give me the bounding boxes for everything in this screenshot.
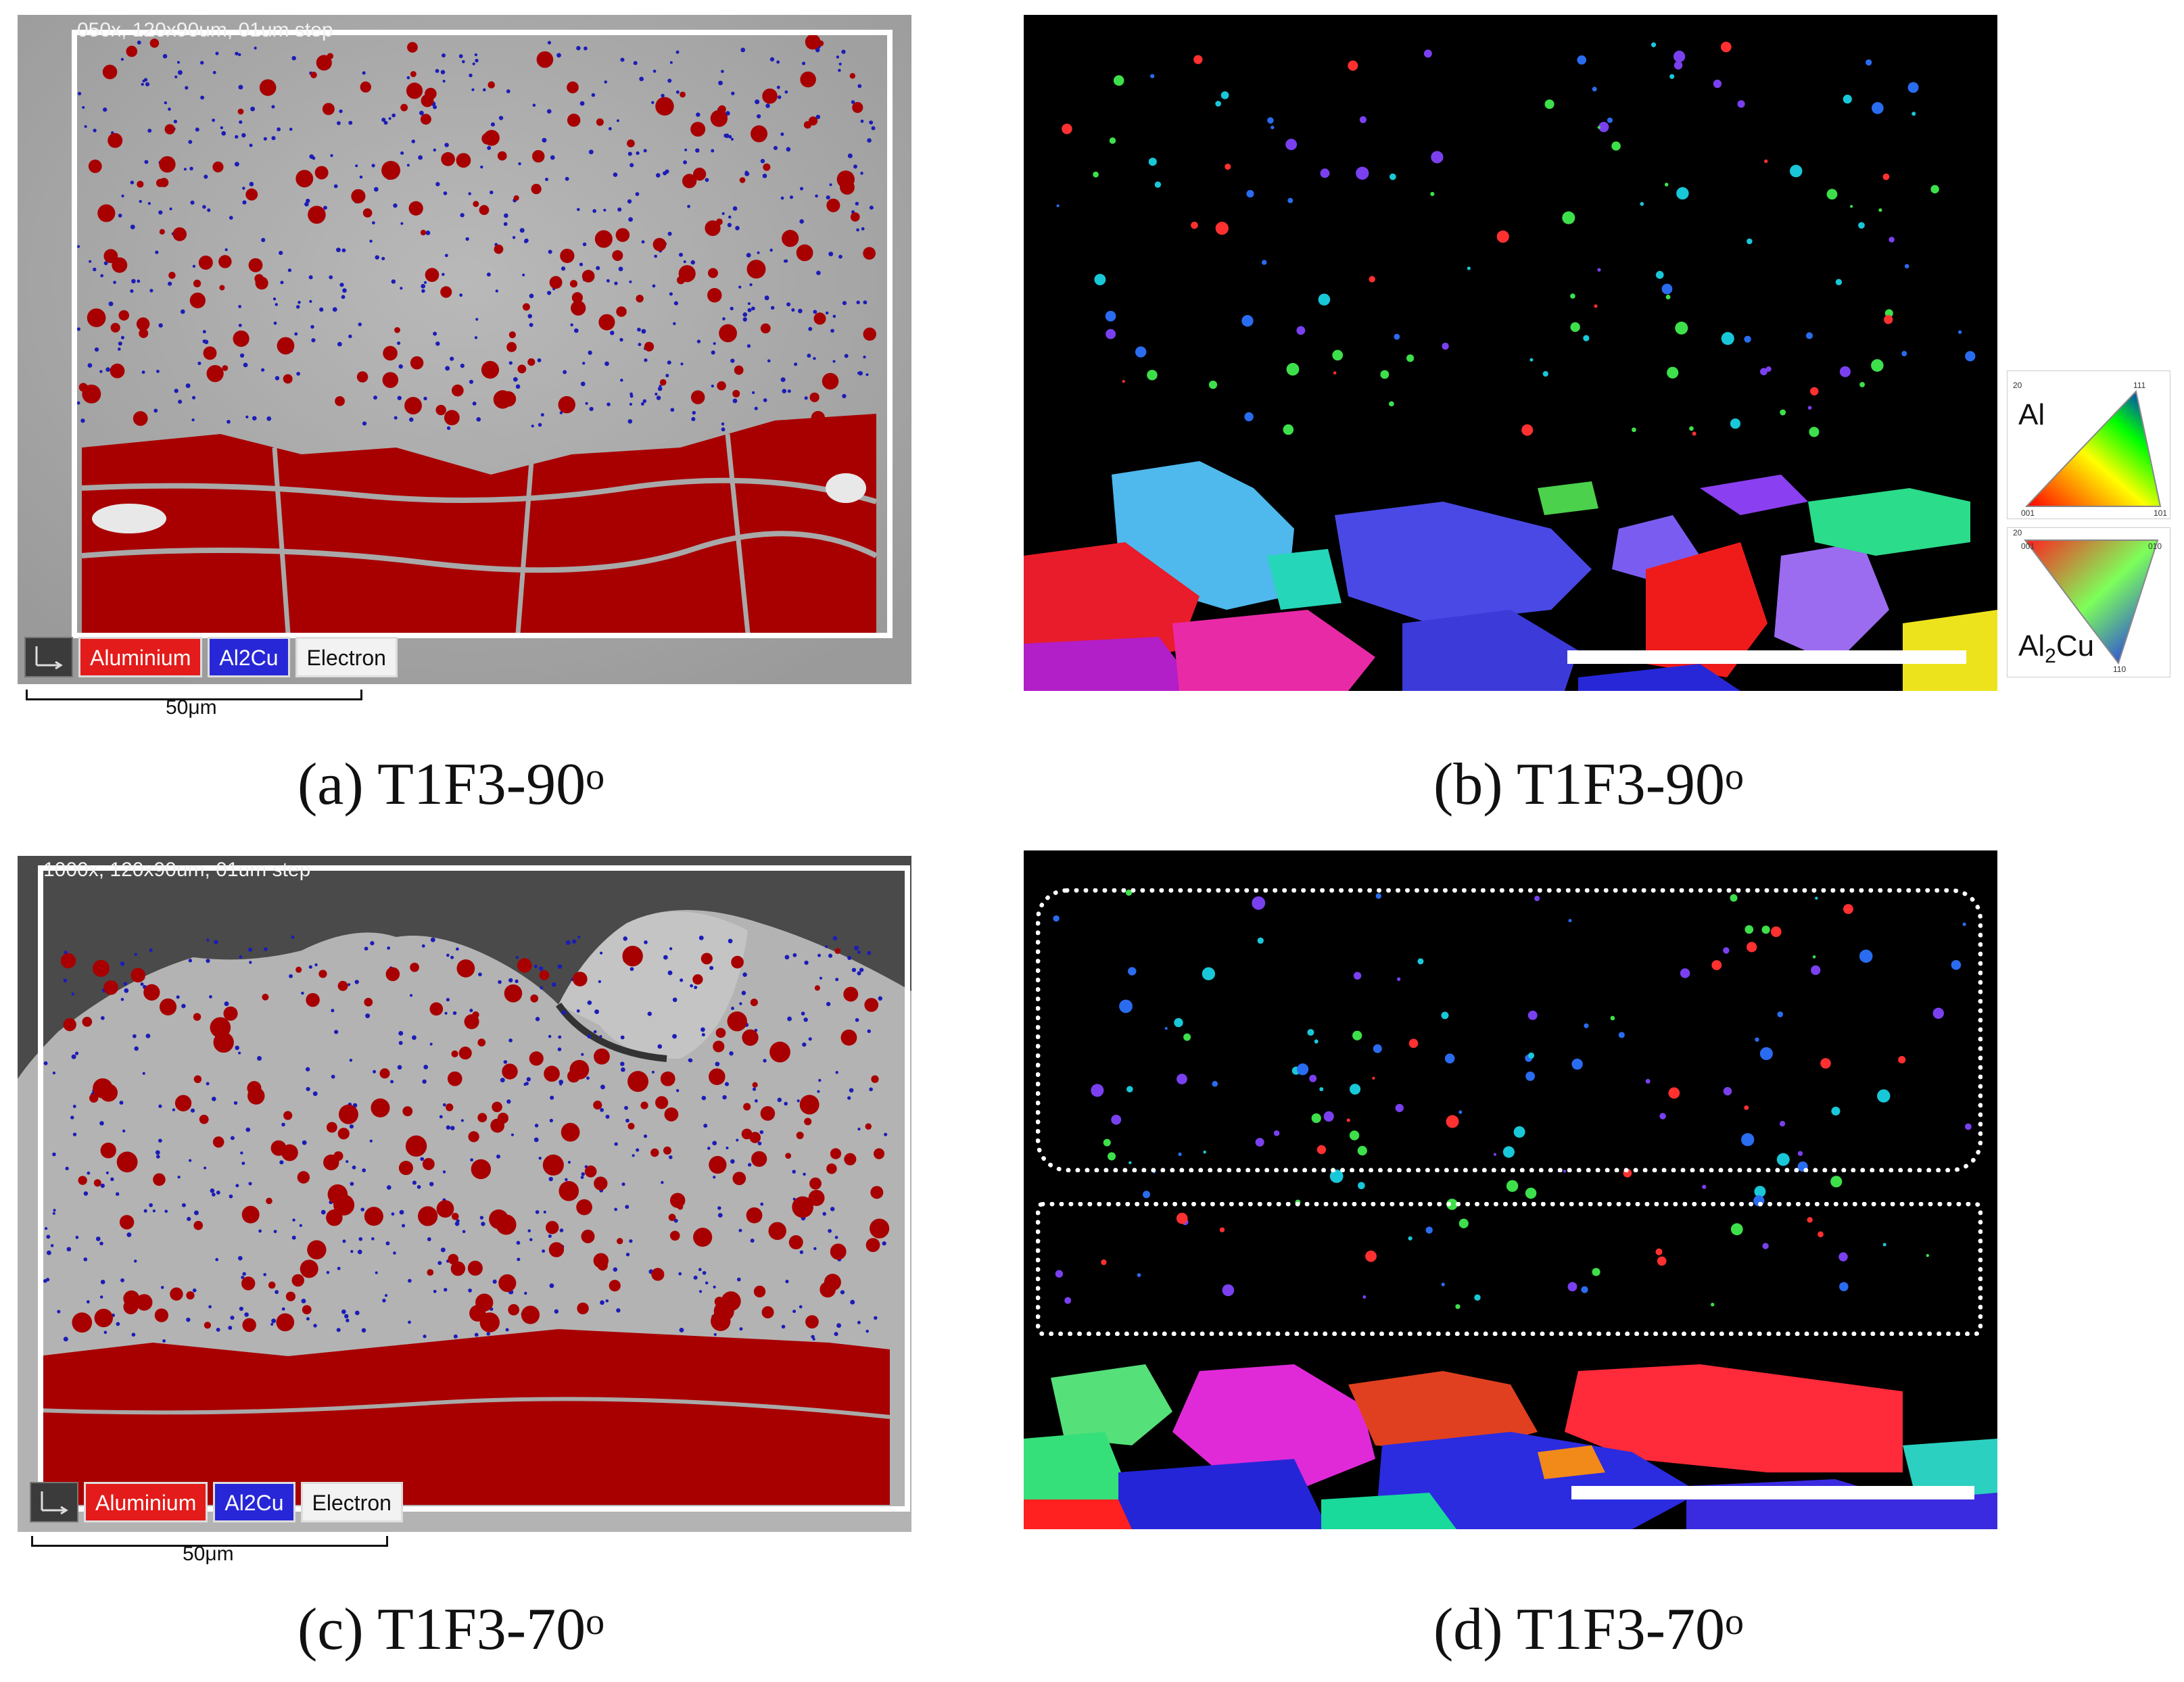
panel-c-scan-frame [38, 865, 910, 1512]
ipf-al-tick-3: 001 [2021, 508, 2035, 518]
ipf-al2cu-tick-4: 110 [2113, 665, 2127, 674]
ipf-al2cu-label-tail: Cu [2056, 629, 2095, 663]
panel-b-ebsd-map [1024, 15, 1997, 691]
panel-a-scale-bar [26, 690, 362, 700]
ipf-al-tick-2: 111 [2133, 381, 2146, 390]
panel-a-top-text: 050x, 120x90um, 01um step [77, 19, 333, 41]
legend-electron: Electron [300, 1482, 403, 1522]
ipf-al2cu-label-sub: 2 [2045, 644, 2056, 667]
ipf-triangle-al [2024, 389, 2162, 507]
panel-d-caption-sup: o [1725, 1601, 1744, 1643]
panel-a-caption: (a) T1F3-90o [298, 750, 604, 819]
legend-aluminium: Aluminium [84, 1482, 208, 1522]
panel-d-scale-bar [1571, 1486, 1974, 1499]
panel-b-caption-sup: o [1725, 756, 1744, 798]
ipf-al-tick-1: 20 [2013, 381, 2022, 390]
panel-d-upper-region-box [1036, 888, 1983, 1172]
ipf-al2cu-label: Al2Cu [2018, 629, 2094, 668]
panel-b-grains [1024, 41, 1997, 691]
ipf-key-al2cu: 20 001 010 110 Al2Cu [2007, 527, 2170, 677]
panel-c-phase-map [18, 856, 911, 1532]
panel-c-top-text: 1000x, 120x90um, 01um step [43, 859, 311, 881]
panel-c-caption: (c) T1F3-70o [298, 1595, 604, 1664]
panel-d-caption-text: (d) T1F3-70 [1433, 1597, 1726, 1662]
panel-c-caption-text: (c) T1F3-70 [298, 1597, 586, 1662]
legend-al2cu: Al2Cu [208, 637, 290, 677]
ipf-al2cu-tick-1: 20 [2013, 528, 2022, 537]
panel-c-scale-label: 50μm [183, 1543, 234, 1565]
panel-a-scale-label: 50μm [166, 696, 217, 719]
panel-a-scan-frame [72, 30, 893, 638]
panel-b-caption-text: (b) T1F3-90 [1433, 752, 1726, 817]
legend-aluminium: Aluminium [78, 637, 203, 677]
panel-a-caption-text: (a) T1F3-90 [298, 752, 586, 817]
panel-c-scale-bar [31, 1536, 388, 1547]
panel-b-scale-bar [1567, 650, 1966, 664]
ipf-triangle-al2cu [2023, 539, 2159, 665]
axes-orientation-icon [24, 637, 73, 677]
panel-d-ebsd-map [1024, 850, 1997, 1529]
panel-b-caption: (b) T1F3-90o [1433, 750, 1744, 819]
panel-a-image: 050x, 120x90um, 01um step Aluminium Al2C… [18, 15, 911, 684]
panel-d-caption: (d) T1F3-70o [1433, 1595, 1744, 1664]
panel-c-legend: Aluminium Al2Cu Electron [30, 1482, 403, 1522]
panel-a-legend: Aluminium Al2Cu Electron [24, 637, 398, 677]
ipf-key-al: 20 111 001 101 Al [2007, 370, 2170, 519]
ipf-al2cu-tick-2: 001 [2021, 542, 2035, 551]
axes-orientation-icon [30, 1482, 78, 1522]
ipf-al-label: Al [2018, 398, 2045, 431]
ipf-al2cu-tick-3: 010 [2148, 542, 2162, 551]
panel-c-caption-sup: o [586, 1601, 605, 1643]
legend-al2cu: Al2Cu [213, 1482, 295, 1522]
panel-a-caption-sup: o [586, 756, 605, 798]
panel-d-middle-region-box [1036, 1202, 1983, 1336]
legend-electron: Electron [295, 637, 398, 677]
panel-c-image: 1000x, 120x90um, 01um step Aluminium Al2… [18, 856, 911, 1532]
ipf-al-tick-4: 101 [2154, 508, 2168, 518]
panel-a-phase-map [18, 15, 911, 684]
ipf-al2cu-label-main: Al [2018, 629, 2045, 663]
